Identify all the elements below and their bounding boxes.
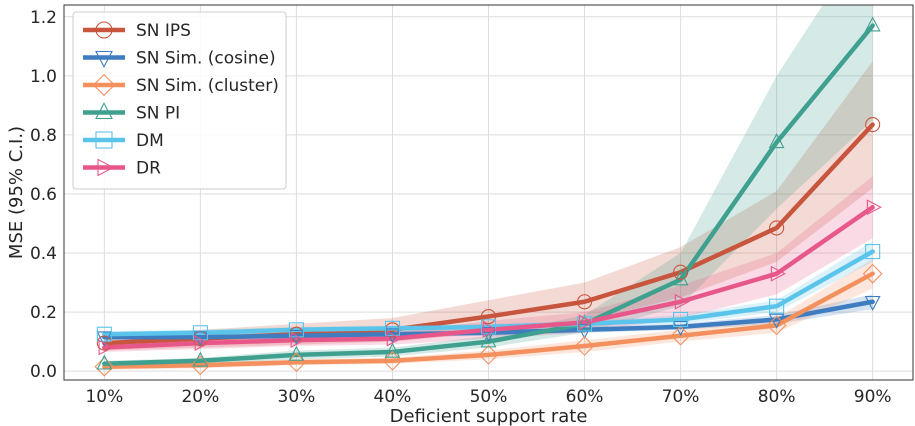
marker-sn-sim-cluster xyxy=(94,356,115,377)
x-tick-label: 40% xyxy=(374,387,412,407)
marker-sn-ips xyxy=(865,117,881,133)
marker-dm xyxy=(384,320,401,336)
marker-dr xyxy=(578,314,594,331)
legend-label-sn-pi: SN PI xyxy=(136,104,180,124)
marker-dm xyxy=(192,325,208,341)
plot-frame xyxy=(63,4,914,381)
legend-box xyxy=(72,11,287,190)
marker-sn-sim-cluster xyxy=(574,336,595,356)
line-dr xyxy=(102,205,875,350)
marker-dr xyxy=(290,332,306,349)
marker-sn-sim-cluster xyxy=(478,345,499,365)
marker-sn-pi xyxy=(864,16,881,32)
marker-dm xyxy=(96,326,112,342)
marker-sn-pi xyxy=(480,332,497,348)
x-tick-label: 70% xyxy=(662,387,700,407)
marker-dm xyxy=(865,244,881,260)
legend: SN IPS SN Sim. (cosine) SN Sim. (cluster) S… xyxy=(72,11,287,190)
marker-dm xyxy=(576,316,593,332)
y-axis-label: MSE (95% C.I.) xyxy=(6,126,27,259)
legend-marker-dm xyxy=(95,131,113,149)
x-tick-label: 50% xyxy=(470,387,508,407)
y-tick-label: 0.6 xyxy=(30,185,57,205)
marker-dr xyxy=(674,293,690,310)
y-tick-label: 0.4 xyxy=(30,244,57,264)
marker-sn-ips xyxy=(673,264,689,280)
marker-sn-sim-cluster xyxy=(382,350,403,371)
x-tick-label: 30% xyxy=(278,387,316,407)
y-tick-label: 0.0 xyxy=(30,362,57,382)
line-dm xyxy=(102,249,875,337)
legend-label-sn-ips: SN IPS xyxy=(136,21,191,41)
legend-marker-sn-sim-cosine xyxy=(95,50,113,68)
marker-dr xyxy=(770,265,786,282)
legend-marker-dr xyxy=(97,158,115,177)
marker-dm xyxy=(673,311,689,328)
marker-sn-sim-cluster xyxy=(670,325,691,346)
marker-dm xyxy=(769,298,785,314)
marker-dr xyxy=(194,335,210,352)
legend-label-sn-sim-cluster: SN Sim. (cluster) xyxy=(136,76,279,96)
marker-sn-sim-cosine xyxy=(672,321,689,337)
marker-sn-pi xyxy=(576,314,593,330)
legend-label-dm: DM xyxy=(136,131,164,151)
legend-label-dr: DR xyxy=(136,159,161,179)
y-tick-label: 0.2 xyxy=(30,303,57,323)
marker-sn-sim-cluster xyxy=(190,355,211,376)
x-tick-label: 80% xyxy=(758,387,796,407)
marker-sn-ips xyxy=(96,335,112,351)
y-tick-label: 1.2 xyxy=(30,8,57,28)
marker-dr xyxy=(482,321,498,338)
band-dr xyxy=(104,176,873,352)
marker-sn-pi xyxy=(192,351,209,367)
marker-sn-sim-cosine xyxy=(96,331,113,347)
marker-sn-sim-cosine xyxy=(768,313,785,329)
x-tick-label: 10% xyxy=(85,387,123,407)
legend-marker-sn-ips xyxy=(95,21,113,39)
marker-sn-sim-cluster xyxy=(862,263,883,284)
x-axis-label: Deficient support rate xyxy=(390,406,588,426)
x-tick-label: 90% xyxy=(854,387,892,407)
marker-sn-ips xyxy=(769,220,785,236)
marker-sn-pi xyxy=(768,133,785,149)
legend-label-sn-sim-cosine: SN Sim. (cosine) xyxy=(136,49,276,69)
marker-sn-pi xyxy=(672,270,689,286)
marker-sn-sim-cosine xyxy=(192,331,209,347)
legend-marker-sn-sim-cluster xyxy=(92,73,116,97)
gridlines xyxy=(64,5,913,380)
marker-sn-pi xyxy=(288,345,305,361)
series-lines xyxy=(102,23,875,369)
marker-dr xyxy=(98,339,114,356)
y-tick-labels: 0.0 0.2 0.4 0.6 0.8 1.0 1.2 xyxy=(30,8,57,382)
marker-sn-pi xyxy=(96,354,113,370)
legend-marker-sn-pi xyxy=(95,102,113,120)
marker-dr xyxy=(386,330,402,347)
x-tick-label: 20% xyxy=(181,387,219,407)
marker-sn-sim-cluster xyxy=(766,315,787,336)
marker-sn-ips xyxy=(480,308,497,325)
x-tick-label: 60% xyxy=(566,387,604,407)
marker-sn-ips xyxy=(576,294,593,310)
marker-dm xyxy=(288,322,304,338)
line-sn-sim-cluster xyxy=(102,271,875,369)
marker-sn-pi xyxy=(384,342,401,358)
y-tick-label: 1.0 xyxy=(30,67,57,87)
x-tick-labels: 10% 20% 30% 40% 50% 60% 70% 80% 90% xyxy=(85,387,891,407)
marker-sn-sim-cosine xyxy=(864,295,881,311)
y-tick-label: 0.8 xyxy=(30,126,57,146)
marker-dr xyxy=(866,199,882,216)
series-markers xyxy=(94,16,883,377)
